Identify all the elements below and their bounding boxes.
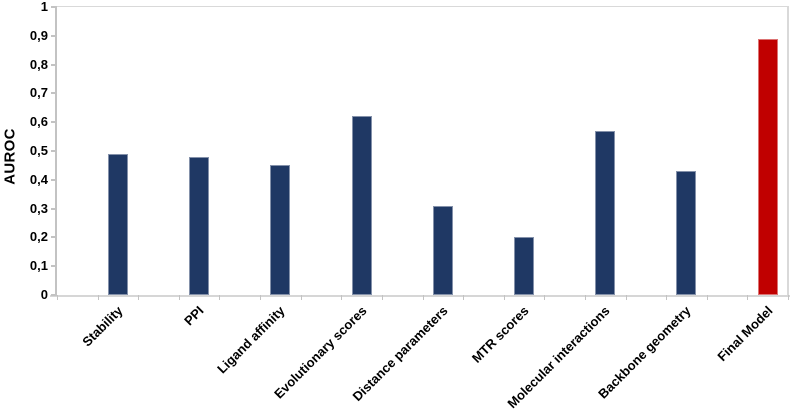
y-axis-tick-label: 0,7 <box>29 85 48 101</box>
x-axis-tick-mark <box>423 295 424 300</box>
bar-final-model <box>757 38 778 295</box>
y-axis-tick-mark <box>51 294 57 296</box>
x-axis-tick-mark <box>382 295 383 300</box>
y-axis-tick-label: 0 <box>40 287 48 302</box>
x-axis-tick-mark <box>301 295 302 300</box>
plot-border-right-line <box>787 7 789 295</box>
x-axis-label-final-model: Final Model <box>714 303 776 365</box>
x-axis-tick-mark <box>707 295 708 300</box>
x-axis-tick-mark <box>504 295 505 300</box>
y-axis-tick-label: 0,3 <box>29 200 48 216</box>
y-axis-tick-mark <box>51 34 57 37</box>
y-axis-tick-label: 0,2 <box>29 229 48 245</box>
bar-evolutionary-scores <box>351 116 372 295</box>
bar-ppi <box>189 156 210 295</box>
y-axis-tick-label: 0,5 <box>29 143 48 158</box>
bar-distance-parameters <box>432 205 453 295</box>
x-axis-tick-mark <box>98 295 99 300</box>
bar-mtr-scores <box>514 237 535 295</box>
x-axis-tick-mark <box>544 295 545 300</box>
y-axis-tick-mark <box>51 150 57 152</box>
x-axis-tick-mark <box>219 295 220 300</box>
x-axis-tick-mark <box>341 295 342 300</box>
bar-ligand-affinity <box>270 165 291 295</box>
y-axis-tick-label: 0,9 <box>29 27 48 43</box>
bar-backbone-geometry <box>676 171 697 295</box>
y-axis-tick-label: 0,6 <box>29 114 48 130</box>
bar-molecular-interactions <box>595 130 616 295</box>
y-axis-tick-mark <box>51 63 57 66</box>
x-axis-tick-mark <box>138 295 139 300</box>
y-axis-tick-label: 0,1 <box>29 258 48 274</box>
x-axis-label-ligand-affinity: Ligand affinity <box>214 303 288 377</box>
x-axis-tick-mark <box>260 295 261 300</box>
x-axis-label-mtr-scores: MTR scores <box>468 303 532 366</box>
y-axis-tick-mark <box>51 92 57 95</box>
y-axis-tick-label: 0,8 <box>29 56 48 72</box>
x-axis-tick-mark <box>585 295 586 300</box>
x-axis-label-backbone-geometry: Backbone geometry <box>595 303 695 402</box>
y-axis-tick-mark <box>51 121 57 124</box>
x-axis-line <box>50 295 790 297</box>
x-axis-tick-mark <box>57 295 58 300</box>
x-axis-tick-mark <box>626 295 627 300</box>
x-axis-tick-mark <box>463 295 464 300</box>
y-axis-tick-mark <box>51 236 57 239</box>
y-axis-tick-mark <box>51 207 57 210</box>
y-axis-tick-mark <box>51 178 57 181</box>
x-axis-tick-mark <box>747 295 748 300</box>
y-axis-tick-label: 0,4 <box>29 171 48 187</box>
x-axis-label-stability: Stability <box>79 303 126 350</box>
x-axis-tick-mark <box>788 295 789 300</box>
y-axis-tick-label: 1 <box>40 0 48 14</box>
y-axis-tick-mark <box>51 265 57 268</box>
x-axis-tick-mark <box>666 295 667 300</box>
y-axis-line <box>55 7 57 297</box>
plot-border-top-line <box>57 6 789 7</box>
y-axis-tick-mark <box>51 6 57 8</box>
x-axis-tick-mark <box>179 295 180 300</box>
bar-stability <box>107 153 128 295</box>
x-axis-label-ppi: PPI <box>181 303 207 329</box>
